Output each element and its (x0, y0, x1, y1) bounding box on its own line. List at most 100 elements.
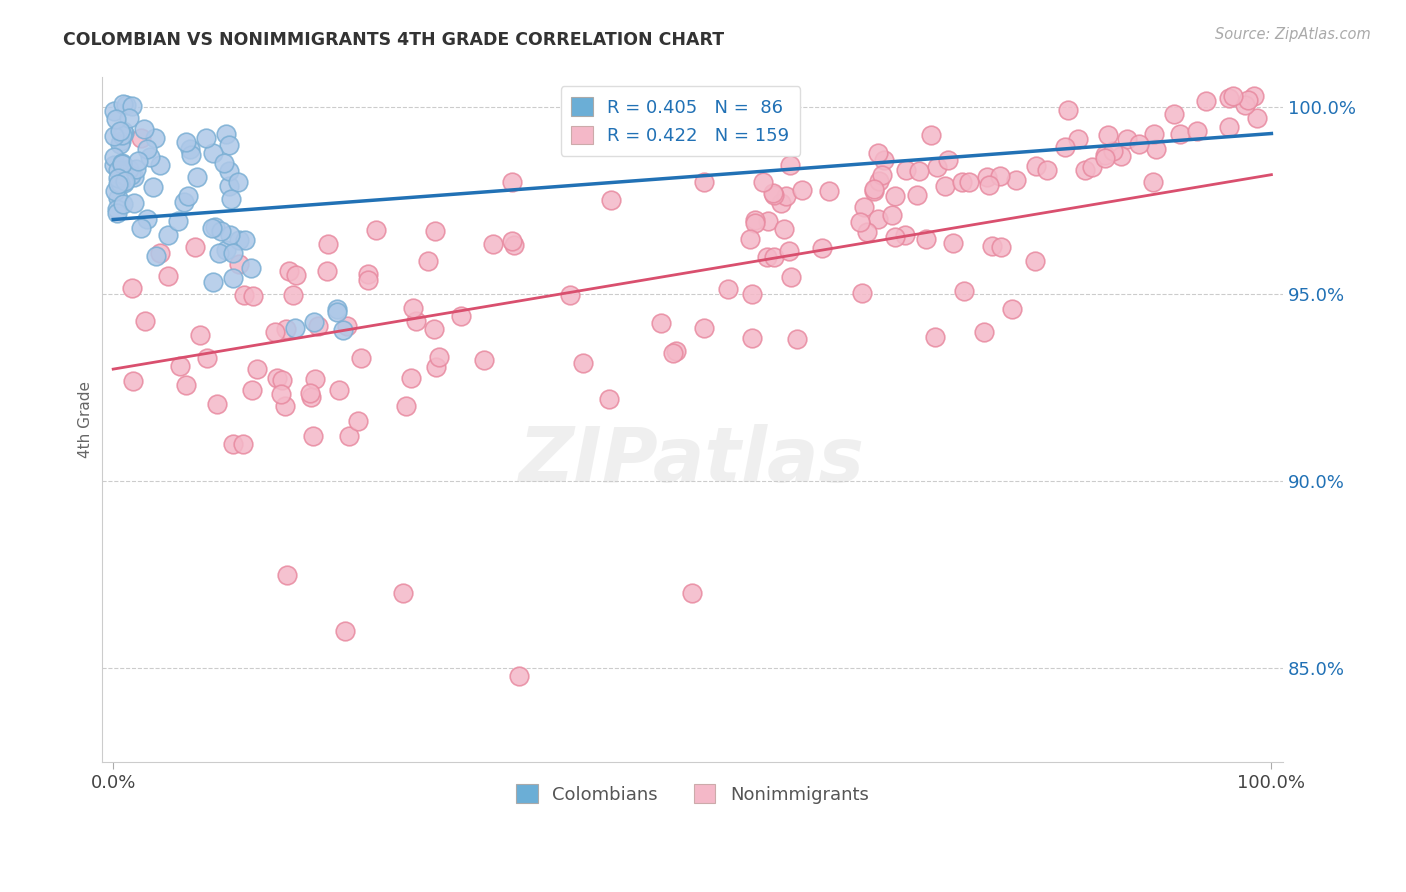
Point (1185, 124, 1208, 138)
Point (270, 387, 292, 401)
Point (222, 270, 245, 285)
Point (337, 428, 360, 442)
Point (107, 177, 129, 191)
Point (105, 202, 128, 216)
Point (197, 351, 219, 366)
Point (1097, 128, 1119, 142)
Text: Source: ZipAtlas.com: Source: ZipAtlas.com (1215, 27, 1371, 42)
Point (194, 131, 217, 145)
Point (357, 273, 380, 287)
Point (112, 97, 135, 112)
Point (357, 268, 380, 282)
Point (108, 176, 131, 190)
Point (1035, 163, 1057, 178)
Point (350, 351, 373, 365)
Point (264, 325, 287, 339)
Point (149, 246, 172, 260)
Point (1111, 149, 1133, 163)
Point (1246, 111, 1268, 125)
Point (145, 249, 167, 263)
Point (240, 383, 263, 397)
Point (752, 175, 775, 189)
Point (204, 219, 226, 234)
Point (205, 396, 228, 410)
Point (298, 386, 321, 401)
Point (1101, 144, 1123, 158)
Point (366, 223, 388, 237)
Point (763, 187, 786, 202)
Point (693, 175, 716, 189)
Point (209, 224, 232, 238)
Point (425, 360, 447, 375)
Point (1233, 98, 1256, 112)
Point (790, 183, 813, 197)
Point (121, 99, 143, 113)
Point (134, 122, 156, 136)
Point (222, 437, 245, 451)
Point (122, 170, 145, 185)
Point (893, 228, 915, 243)
Point (1081, 160, 1104, 174)
Point (228, 233, 250, 247)
Point (1218, 91, 1240, 105)
Point (129, 131, 152, 145)
Point (157, 227, 180, 242)
Point (302, 315, 325, 329)
Point (942, 235, 965, 250)
Point (336, 318, 359, 333)
Point (103, 104, 125, 119)
Text: ZIPatlas: ZIPatlas (519, 424, 865, 498)
Point (976, 169, 998, 184)
Point (1115, 131, 1137, 145)
Point (773, 222, 796, 236)
Point (572, 356, 595, 370)
Point (266, 371, 288, 385)
Point (148, 158, 170, 172)
Point (121, 281, 143, 295)
Point (915, 232, 938, 246)
Point (863, 184, 886, 198)
Point (129, 220, 152, 235)
Point (508, 669, 530, 683)
Point (778, 244, 800, 258)
Point (405, 314, 427, 328)
Point (501, 175, 523, 189)
Point (744, 212, 766, 227)
Point (110, 128, 132, 142)
Point (112, 176, 135, 190)
Point (142, 180, 165, 194)
Point (240, 260, 263, 275)
Point (779, 158, 801, 172)
Point (135, 212, 157, 227)
Point (849, 214, 872, 228)
Point (173, 194, 195, 209)
Point (316, 237, 339, 252)
Point (122, 374, 145, 388)
Point (681, 586, 703, 600)
Point (402, 301, 425, 315)
Point (118, 161, 141, 176)
Point (208, 245, 231, 260)
Point (219, 227, 242, 242)
Legend: Colombians, Nonimmigrants: Colombians, Nonimmigrants (505, 773, 880, 814)
Point (868, 174, 890, 188)
Point (1168, 127, 1191, 141)
Point (111, 156, 134, 170)
Point (905, 188, 928, 202)
Point (863, 182, 886, 196)
Point (186, 170, 208, 185)
Point (179, 141, 201, 155)
Point (880, 208, 903, 222)
Point (988, 169, 1011, 183)
Point (950, 175, 973, 189)
Point (741, 331, 763, 345)
Point (112, 127, 135, 141)
Point (232, 437, 254, 451)
Point (1024, 253, 1046, 268)
Point (169, 359, 191, 373)
Point (395, 399, 418, 413)
Point (894, 163, 917, 178)
Point (114, 174, 136, 188)
Point (177, 189, 200, 203)
Point (481, 237, 503, 252)
